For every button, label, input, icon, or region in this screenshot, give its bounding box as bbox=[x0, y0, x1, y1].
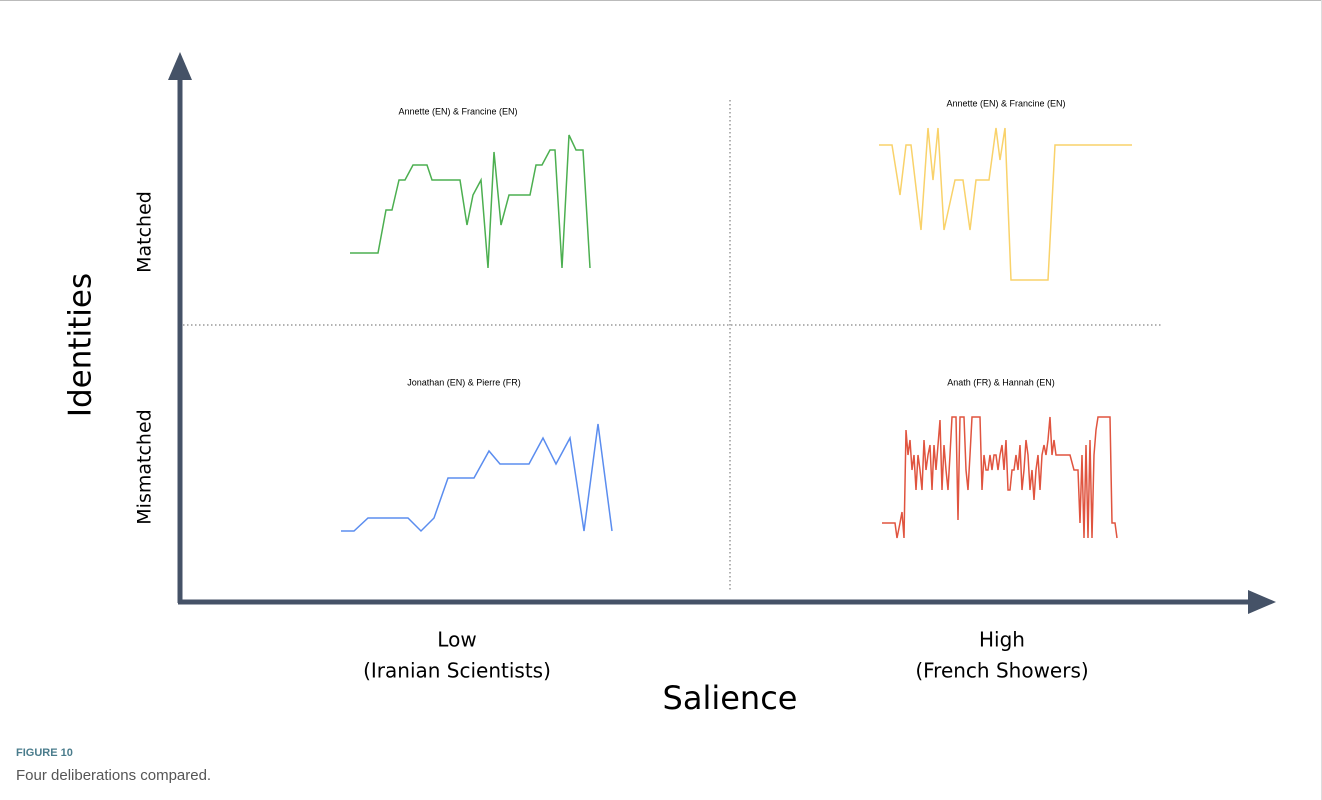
figure-label: FIGURE 10 bbox=[16, 747, 73, 759]
x-category: (French Showers) bbox=[915, 659, 1088, 683]
arrowhead bbox=[1248, 590, 1276, 614]
figure-caption: Four deliberations compared. bbox=[16, 767, 211, 784]
chart-title: Annette (EN) & Francine (EN) bbox=[398, 106, 517, 116]
arrowhead bbox=[168, 52, 192, 80]
y-category: Matched bbox=[134, 191, 156, 273]
line bbox=[879, 127, 1132, 281]
x-category: High bbox=[979, 628, 1025, 652]
chart-title: Jonathan (EN) & Pierre (FR) bbox=[407, 377, 521, 387]
x-category: Low bbox=[437, 628, 476, 652]
y-category: Mismatched bbox=[134, 409, 156, 524]
y-title: Identities bbox=[63, 273, 99, 417]
line bbox=[341, 423, 613, 533]
line bbox=[350, 134, 591, 269]
chart-title: Anath (FR) & Hannah (EN) bbox=[947, 377, 1055, 387]
x-category: (Iranian Scientists) bbox=[363, 659, 551, 683]
x-title: Salience bbox=[663, 679, 798, 717]
line bbox=[882, 416, 1118, 539]
chart-title: Annette (EN) & Francine (EN) bbox=[946, 98, 1065, 108]
